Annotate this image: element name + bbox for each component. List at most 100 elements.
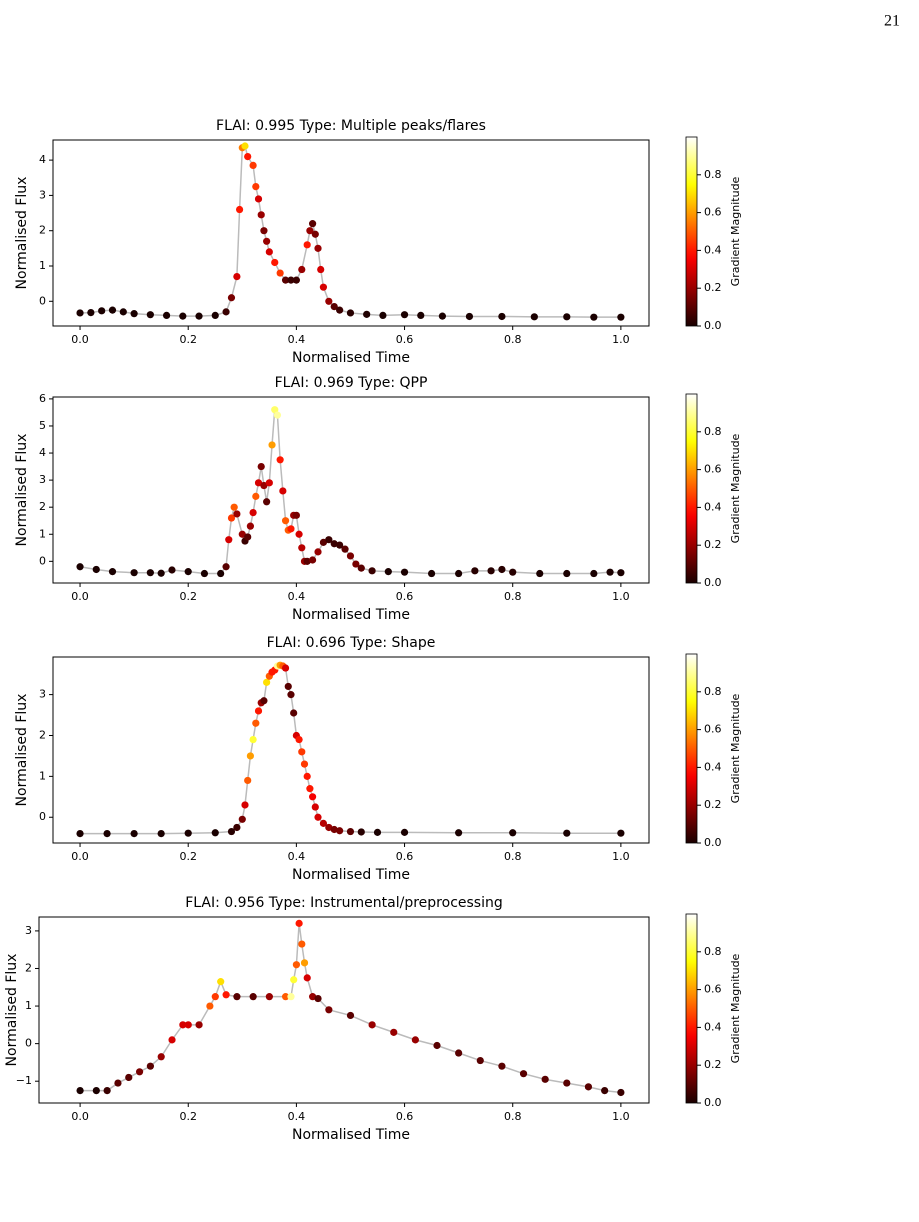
data-point bbox=[211, 829, 219, 837]
colorbar-label: Gradient Magnitude bbox=[729, 433, 742, 543]
y-tick-label: 4 bbox=[39, 153, 46, 166]
x-tick-label: 0.4 bbox=[288, 590, 306, 603]
data-point bbox=[222, 308, 230, 316]
colorbar bbox=[685, 136, 698, 327]
x-tick-label: 0.8 bbox=[504, 1110, 522, 1123]
data-point bbox=[257, 211, 265, 219]
x-tick-label: 0.4 bbox=[288, 333, 306, 346]
x-tick-label: 0.6 bbox=[396, 590, 414, 603]
data-point bbox=[281, 664, 290, 672]
data-point bbox=[246, 522, 255, 530]
data-point bbox=[87, 308, 95, 317]
data-point bbox=[311, 803, 319, 811]
data-point bbox=[265, 248, 273, 256]
data-point bbox=[265, 479, 273, 487]
data-point bbox=[157, 829, 165, 838]
x-tick-label: 0.6 bbox=[396, 333, 414, 346]
colorbar-tick-label: 0.8 bbox=[704, 685, 722, 698]
data-point bbox=[319, 283, 328, 291]
data-point bbox=[281, 993, 290, 1001]
x-axis-label: Normalised Time bbox=[292, 607, 410, 623]
axes-frame bbox=[52, 656, 650, 844]
data-point bbox=[230, 503, 238, 511]
data-point bbox=[235, 205, 244, 214]
data-point bbox=[606, 568, 614, 576]
y-tick-label: 3 bbox=[25, 924, 32, 937]
data-point bbox=[130, 569, 138, 577]
y-axis-label: Normalised Flux bbox=[14, 177, 30, 290]
data-point bbox=[254, 195, 263, 203]
data-point bbox=[244, 533, 252, 541]
data-point bbox=[227, 827, 236, 836]
x-tick-label: 0.0 bbox=[71, 333, 89, 346]
data-point bbox=[390, 1028, 398, 1036]
colorbar-tick-label: 0.2 bbox=[704, 1058, 722, 1071]
colorbar bbox=[685, 393, 698, 584]
data-point bbox=[509, 829, 517, 837]
data-point bbox=[498, 312, 506, 321]
data-point bbox=[295, 530, 303, 538]
data-point bbox=[179, 1021, 187, 1029]
data-point bbox=[146, 311, 154, 319]
data-point bbox=[157, 1053, 165, 1061]
data-point bbox=[238, 530, 246, 538]
data-point bbox=[238, 815, 246, 823]
data-point bbox=[433, 1041, 441, 1050]
data-point bbox=[252, 492, 260, 500]
colorbar-tick-label: 0.2 bbox=[704, 798, 722, 811]
data-point bbox=[563, 1079, 571, 1087]
data-point bbox=[206, 1002, 214, 1010]
data-point bbox=[530, 313, 538, 321]
data-point bbox=[346, 827, 355, 836]
x-tick-label: 1.0 bbox=[612, 850, 630, 863]
data-point bbox=[195, 312, 203, 320]
y-tick-label: 3 bbox=[39, 188, 46, 201]
data-point bbox=[168, 566, 176, 574]
data-point bbox=[263, 678, 271, 686]
chart-title: FLAI: 0.995 Type: Multiple peaks/flares bbox=[216, 118, 486, 134]
data-point bbox=[400, 568, 409, 576]
data-point bbox=[300, 959, 309, 967]
data-point bbox=[292, 961, 301, 969]
data-point bbox=[617, 1088, 625, 1097]
data-point bbox=[168, 1036, 176, 1044]
data-point bbox=[357, 564, 365, 572]
data-point bbox=[241, 142, 249, 150]
data-point bbox=[465, 312, 474, 321]
data-point bbox=[487, 567, 495, 575]
data-point bbox=[284, 682, 292, 691]
data-point bbox=[222, 991, 230, 999]
flux-line bbox=[79, 406, 621, 575]
colorbar-tick-label: 0.0 bbox=[704, 836, 722, 849]
y-tick-label: 1 bbox=[39, 769, 46, 782]
colorbar-tick-label: 0.6 bbox=[704, 983, 722, 996]
chart-title: FLAI: 0.696 Type: Shape bbox=[267, 635, 436, 651]
data-point bbox=[400, 311, 409, 319]
colorbar-tick-label: 0.4 bbox=[704, 243, 722, 256]
data-point bbox=[617, 569, 625, 577]
x-axis-label: Normalised Time bbox=[292, 867, 410, 883]
colorbar-tick-label: 0.2 bbox=[704, 281, 722, 294]
y-tick-label: 4 bbox=[39, 446, 46, 459]
data-point bbox=[298, 544, 306, 552]
colorbar-label: Gradient Magnitude bbox=[729, 176, 742, 286]
data-point bbox=[184, 829, 192, 837]
colorbar-tick-label: 0.6 bbox=[704, 206, 722, 219]
data-point bbox=[103, 829, 111, 838]
data-point bbox=[357, 828, 365, 836]
data-point bbox=[76, 309, 84, 317]
data-point bbox=[257, 462, 265, 471]
data-point bbox=[336, 306, 344, 314]
data-point bbox=[298, 940, 306, 948]
data-point bbox=[298, 265, 306, 274]
data-point bbox=[287, 993, 295, 1001]
data-point bbox=[292, 511, 300, 519]
plot-area bbox=[76, 142, 625, 321]
data-point bbox=[162, 311, 171, 320]
colorbar-tick-label: 0.4 bbox=[704, 760, 722, 773]
data-point bbox=[336, 541, 344, 549]
data-point bbox=[498, 565, 506, 574]
data-point bbox=[211, 993, 219, 1001]
data-point bbox=[135, 1068, 144, 1076]
